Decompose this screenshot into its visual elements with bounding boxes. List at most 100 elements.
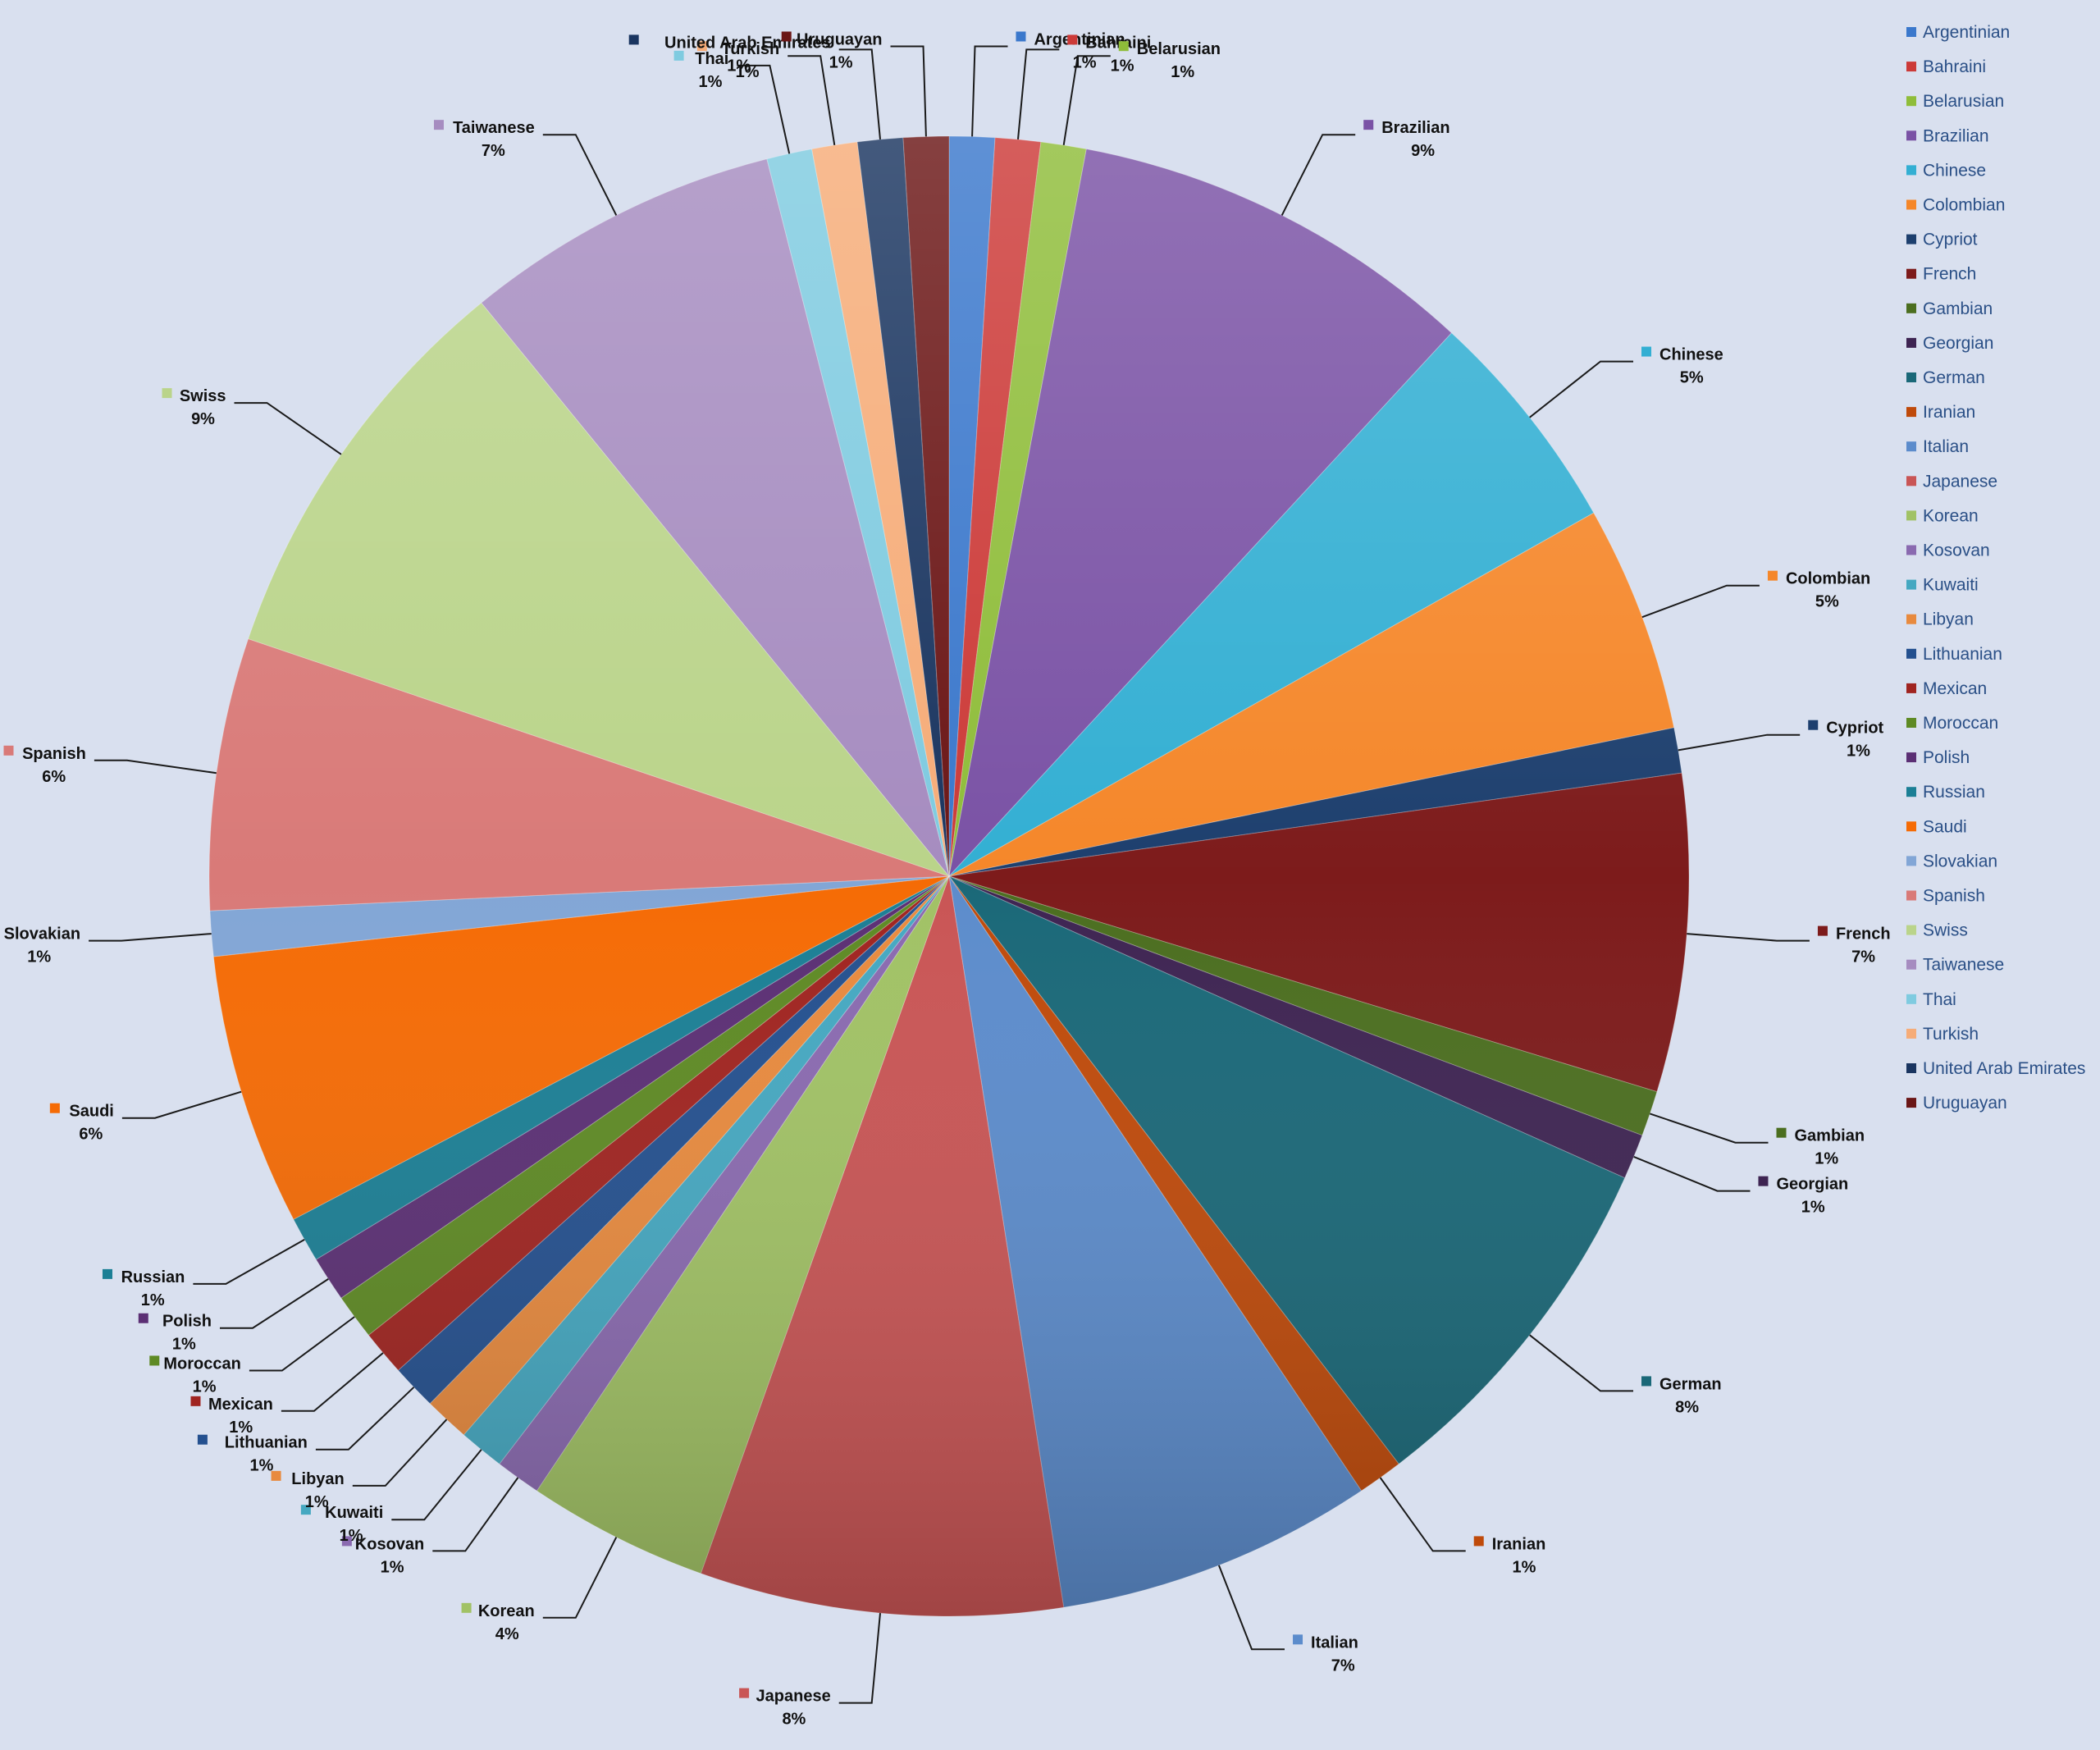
slice-label-swatch: [1758, 1176, 1769, 1186]
slice-label-name: Moroccan: [163, 1355, 240, 1373]
legend-item-lithuanian: Lithuanian: [1906, 645, 2002, 664]
slice-label-name: Italian: [1311, 1633, 1358, 1652]
legend-item-mexican: Mexican: [1906, 679, 1987, 698]
legend-label: Korean: [1923, 506, 1979, 525]
pie-shading: [209, 136, 1689, 1616]
slice-label-swatch: [628, 34, 639, 45]
slice-label-percent: 1%: [829, 53, 853, 71]
slice-label-percent: 1%: [381, 1558, 404, 1576]
leader-line-russian: [193, 1239, 305, 1285]
leader-line-turkish: [788, 55, 836, 146]
slice-label-swatch: [271, 1470, 281, 1481]
slice-label-percent: 8%: [782, 1711, 806, 1729]
slice-label-lithuanian: Lithuanian 1%: [197, 1434, 308, 1475]
slice-label-name: Slovakian: [4, 925, 80, 944]
slice-label-percent: 9%: [1411, 142, 1435, 160]
slice-label-percent: 4%: [495, 1625, 519, 1643]
leader-line-belarusian: [1062, 55, 1111, 146]
slice-label-percent: 1%: [193, 1378, 217, 1396]
legend-item-georgian: Georgian: [1906, 334, 1993, 353]
slice-label-german: German 8%: [1641, 1375, 1722, 1416]
slice-label-swatch: [461, 1602, 472, 1613]
legend-item-argentinian: Argentinian: [1906, 23, 2010, 42]
leader-line-iranian: [1379, 1477, 1466, 1552]
leader-line-united-arab-emirates: [838, 48, 881, 139]
slice-label-swatch: [197, 1434, 208, 1445]
slice-label-name: Lithuanian: [225, 1434, 308, 1452]
slice-label-name: Japanese: [756, 1688, 831, 1706]
slice-label-percent: 1%: [736, 63, 760, 81]
leader-line-italian: [1217, 1565, 1285, 1651]
legend-item-russian: Russian: [1906, 783, 1985, 802]
slice-label-swatch: [190, 1396, 201, 1406]
slice-label-saudi: Saudi 6%: [49, 1103, 114, 1144]
leader-line-german: [1529, 1334, 1633, 1392]
slice-label-percent: 1%: [340, 1527, 363, 1545]
legend-item-colombian: Colombian: [1906, 196, 2005, 215]
slice-label-swatch: [1641, 1376, 1652, 1387]
slice-label-swatch: [49, 1103, 60, 1113]
slice-label-swatch: [102, 1268, 112, 1279]
slice-label-thai: Thai 1%: [673, 50, 728, 91]
slice-label-swatch: [1118, 41, 1129, 52]
legend-swatch: [1906, 1063, 1916, 1073]
legend-item-german: German: [1906, 368, 1985, 387]
slice-label-name: Kosovan: [355, 1535, 424, 1553]
legend-label: Polish: [1923, 748, 1970, 767]
legend-swatch: [1906, 337, 1916, 348]
slice-label-russian: Russian 1%: [102, 1268, 185, 1309]
leader-line-kuwaiti: [391, 1449, 482, 1521]
slice-label-name: Gambian: [1795, 1127, 1865, 1145]
slice-label-percent: 9%: [191, 410, 215, 428]
legend-item-thai: Thai: [1906, 990, 1956, 1009]
legend-item-spanish: Spanish: [1906, 887, 1985, 906]
slice-label-name: Iranian: [1492, 1535, 1546, 1553]
slice-label-georgian: Georgian 1%: [1758, 1176, 1848, 1217]
leader-line-argentinian: [971, 45, 1008, 137]
legend-item-libyan: Libyan: [1906, 610, 1974, 629]
legend-label: Iranian: [1923, 403, 1975, 422]
legend-swatch: [1906, 821, 1916, 832]
leader-line-bahraini: [1017, 48, 1060, 139]
legend-label: Taiwanese: [1923, 956, 2004, 975]
legend-swatch: [1906, 856, 1916, 866]
slice-label-name: Libyan: [291, 1470, 344, 1488]
legend-swatch: [1906, 441, 1916, 452]
slice-label-swatch: [1473, 1536, 1484, 1547]
slice-label-percent: 1%: [249, 1457, 273, 1475]
slice-label-name: Belarusian: [1137, 40, 1221, 58]
slice-label-swatch: [149, 1355, 160, 1366]
leader-line-cypriot: [1678, 733, 1801, 752]
leader-line-french: [1687, 933, 1810, 942]
slice-label-polish: Polish 1%: [138, 1313, 212, 1354]
slice-label-name: Swiss: [180, 387, 226, 405]
legend-swatch: [1906, 959, 1916, 970]
leader-line-uruguayan: [890, 45, 927, 137]
slice-label-uruguayan: Uruguayan 1%: [781, 30, 883, 71]
legend-label: French: [1923, 265, 1976, 284]
legend-label: Libyan: [1923, 610, 1974, 629]
legend-swatch: [1906, 303, 1916, 313]
slice-label-kuwaiti: Kuwaiti 1%: [300, 1504, 383, 1545]
slice-label-swatch: [1817, 925, 1828, 936]
slice-labels: Argentinian1%Bahraini1%Belarusian1%Brazi…: [3, 30, 1891, 1729]
legend-label: Colombian: [1923, 196, 2005, 215]
slice-label-percent: 6%: [79, 1126, 103, 1144]
legend-swatch: [1906, 614, 1916, 624]
legend-label: German: [1923, 368, 1985, 387]
slice-label-percent: 5%: [1680, 369, 1704, 387]
legend-swatch: [1906, 579, 1916, 590]
slice-label-name: Russian: [121, 1268, 185, 1286]
legend-swatch: [1906, 268, 1916, 279]
slice-label-name: Turkish: [721, 40, 779, 58]
slice-label-swatch: [696, 41, 707, 52]
leader-line-japanese: [838, 1613, 881, 1704]
legend-label: Belarusian: [1923, 92, 2004, 111]
slice-label-swatch: [433, 120, 444, 130]
legend-swatch: [1906, 925, 1916, 935]
leader-line-spanish: [94, 759, 217, 774]
legend-swatch: [1906, 165, 1916, 176]
slice-label-swatch: [1067, 34, 1078, 45]
